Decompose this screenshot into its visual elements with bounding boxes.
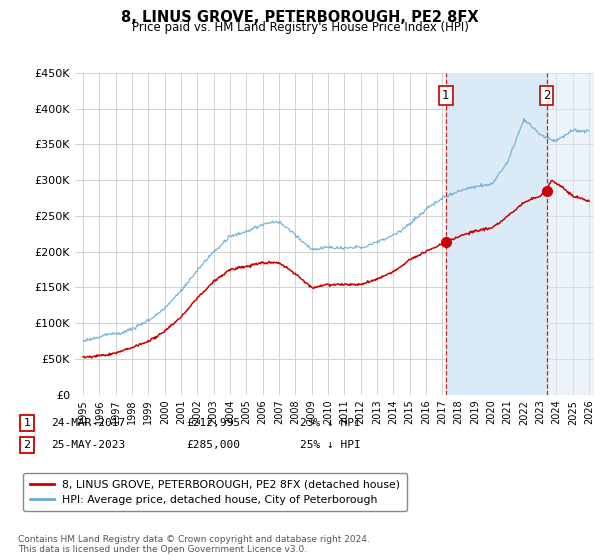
Text: 23% ↓ HPI: 23% ↓ HPI — [300, 418, 361, 428]
Legend: 8, LINUS GROVE, PETERBOROUGH, PE2 8FX (detached house), HPI: Average price, deta: 8, LINUS GROVE, PETERBOROUGH, PE2 8FX (d… — [23, 473, 407, 511]
Text: 8, LINUS GROVE, PETERBOROUGH, PE2 8FX: 8, LINUS GROVE, PETERBOROUGH, PE2 8FX — [121, 10, 479, 25]
Text: £212,995: £212,995 — [186, 418, 240, 428]
Text: 1: 1 — [442, 89, 449, 102]
Bar — [446, 73, 547, 395]
Text: 2: 2 — [23, 440, 31, 450]
Text: 25% ↓ HPI: 25% ↓ HPI — [300, 440, 361, 450]
Text: 1: 1 — [23, 418, 31, 428]
Text: Contains HM Land Registry data © Crown copyright and database right 2024.
This d: Contains HM Land Registry data © Crown c… — [18, 535, 370, 554]
Text: Price paid vs. HM Land Registry's House Price Index (HPI): Price paid vs. HM Land Registry's House … — [131, 21, 469, 34]
Text: 25-MAY-2023: 25-MAY-2023 — [51, 440, 125, 450]
Text: 2: 2 — [543, 89, 550, 102]
Bar — [547, 73, 594, 395]
Text: £285,000: £285,000 — [186, 440, 240, 450]
Text: 24-MAR-2017: 24-MAR-2017 — [51, 418, 125, 428]
